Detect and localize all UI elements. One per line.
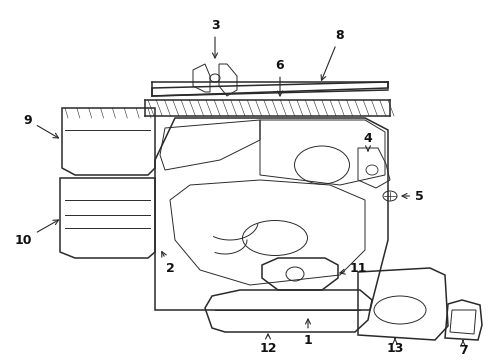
Text: 8: 8 bbox=[321, 28, 344, 80]
Text: 4: 4 bbox=[364, 131, 372, 151]
Text: 10: 10 bbox=[15, 220, 58, 247]
Text: 13: 13 bbox=[386, 339, 404, 355]
Text: 6: 6 bbox=[276, 59, 284, 96]
Text: 5: 5 bbox=[402, 189, 424, 202]
Text: 11: 11 bbox=[340, 261, 368, 274]
Text: 9: 9 bbox=[24, 113, 58, 138]
Text: 7: 7 bbox=[459, 341, 467, 356]
Text: 3: 3 bbox=[211, 18, 220, 58]
Text: 1: 1 bbox=[304, 319, 313, 346]
Text: 12: 12 bbox=[259, 334, 277, 355]
Text: 2: 2 bbox=[162, 252, 174, 274]
